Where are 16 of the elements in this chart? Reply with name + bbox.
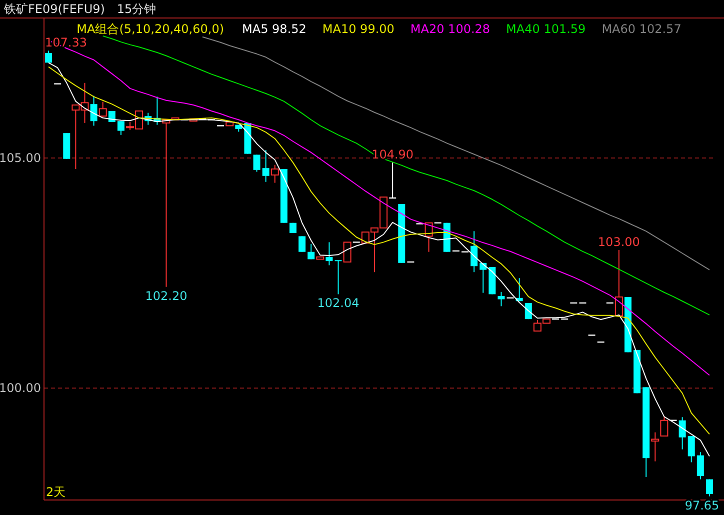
legend-title: MA组合(5,10,20,40,60,0)	[76, 22, 224, 36]
text: MA40 101.59	[506, 22, 586, 36]
annotation: 103.00	[598, 235, 640, 250]
chart-subtitle: 15分钟	[116, 2, 156, 16]
annotation: 2天	[46, 485, 66, 499]
chart-title: 铁矿FE09(FEFU9)	[3, 2, 105, 16]
annotation: 104.90	[372, 148, 414, 162]
text: MA5 98.52	[242, 22, 306, 36]
annotation: 102.04	[317, 296, 360, 310]
y-tick-label: 105.00	[0, 150, 41, 165]
text: MA10 99.00	[322, 22, 394, 36]
annotation: 97.65	[684, 498, 720, 512]
text: MA20 100.28	[410, 22, 490, 36]
text: MA60 102.57	[602, 22, 682, 36]
annotation: 102.20	[145, 288, 188, 303]
y-tick-label: 100.00	[0, 381, 41, 396]
